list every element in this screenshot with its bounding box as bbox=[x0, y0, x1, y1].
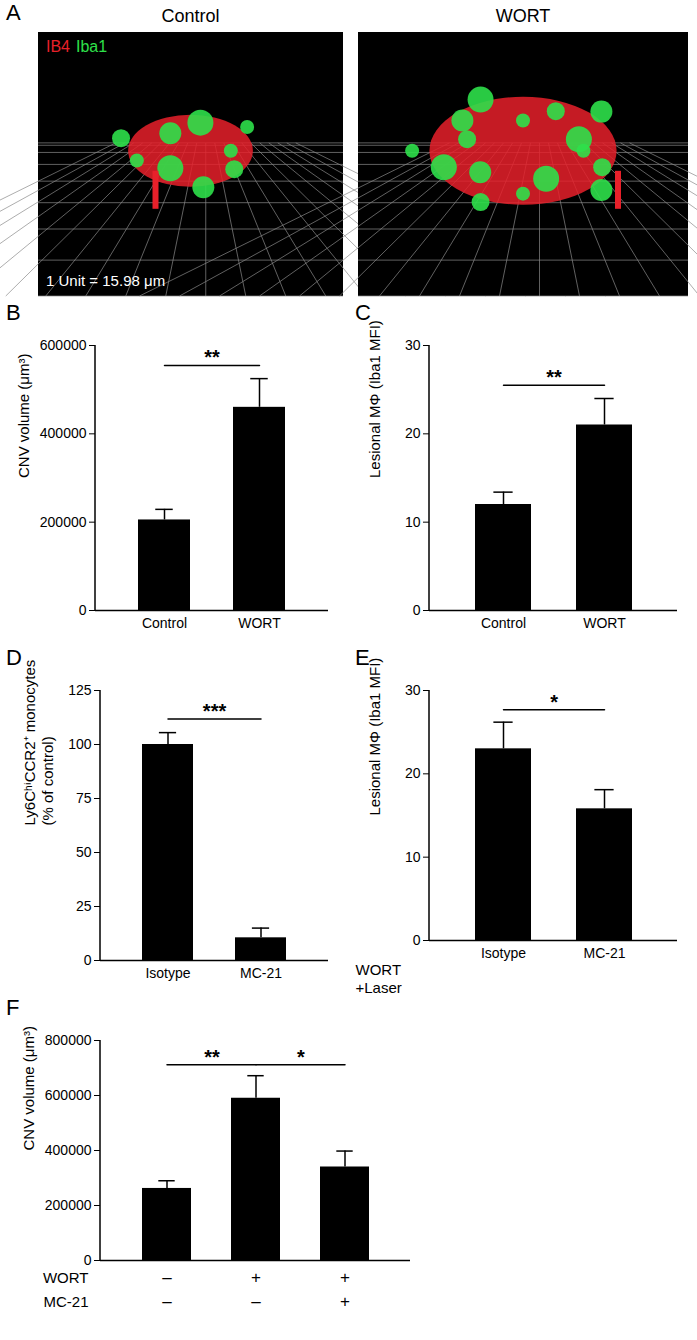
svg-text:MC-21: MC-21 bbox=[240, 965, 282, 981]
svg-text:Isotype: Isotype bbox=[145, 965, 190, 981]
svg-text:–: – bbox=[162, 1292, 172, 1311]
svg-text:800000: 800000 bbox=[45, 1032, 92, 1048]
svg-text:0: 0 bbox=[84, 1252, 92, 1268]
svg-text:**: ** bbox=[546, 366, 562, 388]
svg-text:Ly6CʰⁱCCR2⁺ monocytes(% of con: Ly6CʰⁱCCR2⁺ monocytes(% of control) bbox=[21, 660, 56, 826]
svg-text:10: 10 bbox=[405, 514, 421, 530]
svg-text:400000: 400000 bbox=[40, 425, 87, 441]
svg-text:30: 30 bbox=[405, 682, 421, 698]
svg-text:Isotype: Isotype bbox=[481, 945, 526, 961]
svg-text:1 Unit = 15.98 μm: 1 Unit = 15.98 μm bbox=[46, 272, 165, 289]
svg-text:Control: Control bbox=[161, 6, 219, 26]
svg-text:30: 30 bbox=[405, 337, 421, 353]
svg-text:20: 20 bbox=[405, 425, 421, 441]
svg-text:**: ** bbox=[204, 1046, 220, 1068]
svg-text:Control: Control bbox=[142, 615, 187, 631]
svg-text:WORT: WORT bbox=[238, 615, 281, 631]
svg-text:0: 0 bbox=[413, 602, 421, 618]
svg-text:+: + bbox=[340, 1268, 350, 1287]
svg-text:125: 125 bbox=[68, 682, 92, 698]
svg-text:WORT: WORT bbox=[583, 615, 626, 631]
svg-text:0: 0 bbox=[84, 952, 92, 968]
svg-text:IB4Iba1: IB4Iba1 bbox=[46, 38, 107, 55]
svg-text:10: 10 bbox=[405, 849, 421, 865]
svg-text:600000: 600000 bbox=[40, 337, 87, 353]
svg-text:–: – bbox=[251, 1292, 261, 1311]
svg-text:75: 75 bbox=[76, 790, 92, 806]
svg-text:0: 0 bbox=[79, 602, 87, 618]
svg-text:25: 25 bbox=[76, 898, 92, 914]
html-text:A: A bbox=[6, 0, 21, 25]
html-text:E: E bbox=[355, 645, 370, 670]
svg-text:50: 50 bbox=[76, 844, 92, 860]
html-text:C: C bbox=[355, 300, 371, 325]
svg-text:Control: Control bbox=[481, 615, 526, 631]
svg-text:Lesional MΦ (Iba1 MFI): Lesional MΦ (Iba1 MFI) bbox=[366, 658, 383, 816]
html-text:B: B bbox=[6, 300, 21, 325]
svg-text:600000: 600000 bbox=[45, 1087, 92, 1103]
svg-text:MC-21: MC-21 bbox=[43, 1293, 88, 1310]
html-text:F: F bbox=[6, 995, 20, 1020]
svg-text:20: 20 bbox=[405, 765, 421, 781]
svg-text:0: 0 bbox=[413, 932, 421, 948]
svg-text:CNV volume (μm³): CNV volume (μm³) bbox=[15, 354, 32, 478]
svg-text:100: 100 bbox=[68, 736, 92, 752]
svg-text:WORT: WORT bbox=[496, 6, 551, 26]
html-text:D: D bbox=[6, 645, 22, 670]
svg-text:200000: 200000 bbox=[45, 1197, 92, 1213]
svg-text:WORT: WORT bbox=[43, 1269, 89, 1286]
svg-text:+: + bbox=[251, 1268, 261, 1287]
svg-text:CNV volume (μm³): CNV volume (μm³) bbox=[20, 1026, 37, 1150]
svg-text:***: *** bbox=[203, 700, 227, 722]
svg-text:Lesional MΦ (Iba1 MFI): Lesional MΦ (Iba1 MFI) bbox=[366, 320, 383, 478]
svg-text:–: – bbox=[162, 1268, 172, 1287]
svg-text:WORT+Laser: WORT+Laser bbox=[356, 961, 402, 995]
svg-text:**: ** bbox=[204, 346, 220, 368]
svg-text:+: + bbox=[340, 1292, 350, 1311]
svg-text:400000: 400000 bbox=[45, 1142, 92, 1158]
svg-text:200000: 200000 bbox=[40, 514, 87, 530]
svg-text:*: * bbox=[297, 1046, 305, 1068]
svg-text:*: * bbox=[550, 691, 558, 713]
svg-text:MC-21: MC-21 bbox=[583, 945, 625, 961]
